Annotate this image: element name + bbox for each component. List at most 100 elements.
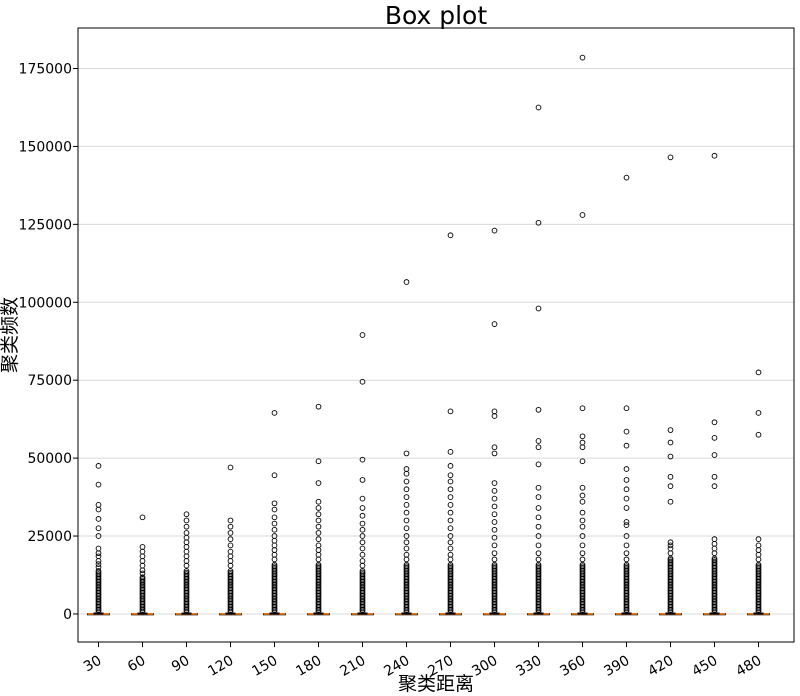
outlier-column <box>359 332 366 615</box>
outlier-point <box>535 219 542 226</box>
outlier-point <box>359 551 366 558</box>
outlier-point <box>315 480 322 486</box>
outlier-point <box>359 477 366 483</box>
outlier-point <box>491 542 498 549</box>
outlier-point-dense <box>491 561 498 568</box>
outlier-point <box>535 533 542 539</box>
outlier-point <box>447 494 454 500</box>
outlier-point-dense <box>139 577 146 584</box>
outlier-point <box>623 542 630 549</box>
outlier-point <box>403 533 410 539</box>
outlier-point <box>403 525 410 532</box>
outlier-point-dense <box>667 558 674 565</box>
outlier-point <box>491 408 498 415</box>
x-tick-label: 60 <box>125 653 148 676</box>
outlier-point <box>447 232 454 239</box>
outlier-point <box>623 428 630 435</box>
outlier-point <box>183 511 190 518</box>
outlier-point <box>359 495 366 502</box>
outlier-point <box>95 481 102 488</box>
outlier-point <box>623 477 630 483</box>
outlier-column <box>623 174 630 615</box>
chart-title: Box plot <box>385 1 488 30</box>
outlier-point <box>403 478 410 485</box>
outlier-point <box>491 550 498 557</box>
outlier-point <box>667 545 674 552</box>
outlier-point-dense <box>183 571 190 577</box>
outlier-point <box>271 514 278 521</box>
outlier-point <box>227 536 234 542</box>
outlier-point-dense <box>95 568 102 574</box>
outlier-point-dense <box>447 563 454 570</box>
outlier-point <box>579 533 586 539</box>
outlier-point <box>359 539 366 546</box>
outlier-point <box>579 484 586 491</box>
outlier-point <box>271 472 278 479</box>
outlier-point <box>535 104 542 111</box>
outlier-point <box>491 495 498 502</box>
outlier-column <box>95 463 102 615</box>
outlier-point <box>315 403 322 410</box>
outlier-point-dense <box>667 555 674 562</box>
outlier-point-dense <box>447 561 454 568</box>
outlier-point <box>623 405 630 412</box>
outlier-point <box>755 431 762 438</box>
outlier-point <box>447 502 454 508</box>
outlier-point <box>315 530 322 536</box>
outlier-point <box>447 551 454 558</box>
outlier-point <box>139 514 146 521</box>
outlier-point <box>447 533 454 539</box>
outlier-point-dense <box>315 561 322 568</box>
outlier-point <box>271 506 278 513</box>
outlier-point-dense <box>359 571 366 577</box>
outlier-point-dense <box>227 569 234 576</box>
outlier-point-dense <box>711 558 718 565</box>
outlier-point <box>535 542 542 549</box>
outlier-point <box>491 534 498 541</box>
outlier-point <box>183 523 190 530</box>
outlier-point <box>447 517 454 524</box>
outlier-point <box>403 502 410 508</box>
outlier-point-dense <box>667 557 674 563</box>
outlier-point <box>579 550 586 557</box>
outlier-point <box>579 523 586 530</box>
outlier-point <box>491 526 498 533</box>
outlier-point <box>579 498 586 505</box>
outlier-point <box>359 526 366 533</box>
outlier-point <box>447 478 454 485</box>
outlier-point <box>535 444 542 451</box>
outlier-point <box>491 450 498 457</box>
outlier-column <box>579 54 586 615</box>
outlier-point-dense <box>403 561 410 568</box>
outlier-point <box>359 520 366 527</box>
outlier-point <box>711 152 718 159</box>
outlier-point <box>447 486 454 493</box>
outlier-point <box>667 542 674 549</box>
outlier-point <box>579 509 586 516</box>
outlier-point <box>359 332 366 338</box>
outlier-point <box>95 502 102 508</box>
outlier-point <box>711 483 718 490</box>
outlier-point <box>535 438 542 444</box>
outlier-point-dense <box>359 568 366 574</box>
outlier-point <box>491 321 498 327</box>
outlier-point <box>667 439 674 446</box>
y-axis-label: 聚类频数 <box>0 297 21 373</box>
outlier-point <box>315 542 322 549</box>
outlier-point <box>95 545 102 552</box>
outlier-point <box>403 509 410 516</box>
outlier-point-dense <box>183 568 190 574</box>
outlier-column <box>315 403 322 615</box>
outlier-point-dense <box>623 564 630 571</box>
outlier-point <box>139 570 146 577</box>
outlier-point <box>667 539 674 546</box>
outlier-point <box>491 227 498 234</box>
outlier-column <box>183 511 190 615</box>
outlier-point <box>403 517 410 524</box>
outlier-point <box>271 500 278 507</box>
outlier-column <box>139 514 146 615</box>
outlier-point-dense <box>623 561 630 568</box>
outlier-point <box>623 466 630 472</box>
outlier-point <box>667 498 674 505</box>
